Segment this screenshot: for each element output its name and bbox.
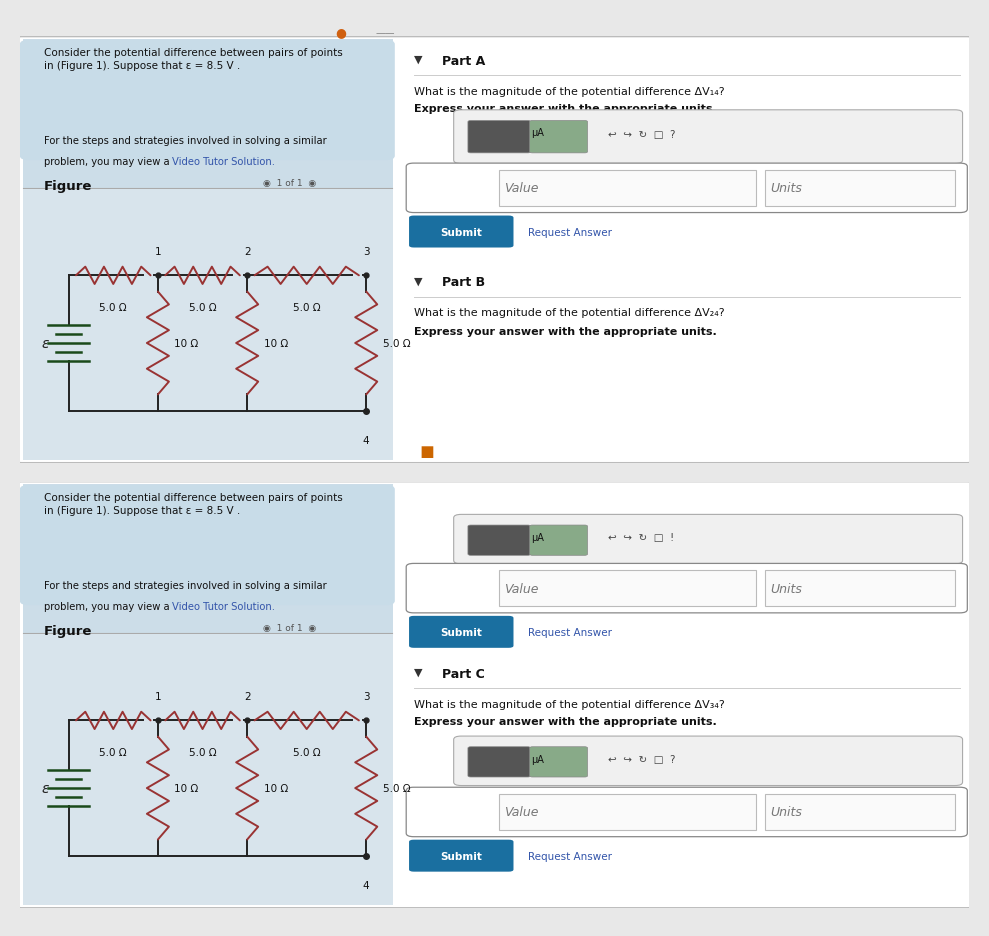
Text: problem, you may view a: problem, you may view a: [44, 156, 172, 167]
FancyBboxPatch shape: [765, 170, 955, 207]
Text: μA: μA: [531, 753, 544, 764]
Text: What is the magnitude of the potential difference ΔV₂₄?: What is the magnitude of the potential d…: [413, 308, 724, 318]
FancyBboxPatch shape: [17, 482, 972, 908]
Text: ▼: ▼: [413, 276, 422, 285]
Text: ◉  1 of 1  ◉: ◉ 1 of 1 ◉: [263, 623, 316, 633]
Text: Units: Units: [769, 582, 802, 595]
FancyBboxPatch shape: [530, 747, 587, 777]
FancyBboxPatch shape: [765, 571, 955, 607]
Text: ▼: ▼: [413, 54, 422, 65]
Text: Value: Value: [504, 582, 538, 595]
Text: ΔV₃₄ =: ΔV₃₄ =: [423, 807, 461, 817]
Text: 10 Ω: 10 Ω: [174, 783, 199, 793]
Text: Consider the potential difference between pairs of points
in (Figure 1). Suppose: Consider the potential difference betwee…: [44, 48, 342, 71]
Text: μA: μA: [531, 128, 544, 139]
FancyBboxPatch shape: [499, 795, 756, 830]
Text: μA: μA: [531, 533, 544, 542]
Text: Figure: Figure: [44, 624, 92, 637]
FancyBboxPatch shape: [468, 525, 530, 556]
Text: Request Answer: Request Answer: [528, 851, 612, 861]
Text: Part A: Part A: [442, 54, 486, 67]
Text: 5.0 Ω: 5.0 Ω: [383, 783, 410, 793]
Text: 5.0 Ω: 5.0 Ω: [293, 303, 320, 313]
FancyBboxPatch shape: [406, 563, 967, 613]
FancyBboxPatch shape: [20, 41, 395, 161]
Text: ε: ε: [41, 337, 48, 351]
Text: ↩  ↪  ↻  □  !: ↩ ↪ ↻ □ !: [608, 533, 674, 542]
FancyBboxPatch shape: [468, 122, 530, 154]
FancyBboxPatch shape: [20, 486, 395, 606]
FancyBboxPatch shape: [409, 840, 513, 871]
Text: Figure: Figure: [44, 180, 92, 193]
Text: Submit: Submit: [440, 227, 483, 237]
FancyBboxPatch shape: [454, 515, 962, 564]
Text: For the steps and strategies involved in solving a similar: For the steps and strategies involved in…: [44, 136, 326, 145]
Text: ●: ●: [336, 26, 346, 39]
FancyBboxPatch shape: [765, 795, 955, 830]
Text: 10 Ω: 10 Ω: [264, 339, 288, 348]
Text: 1: 1: [154, 247, 161, 257]
Text: Part C: Part C: [442, 667, 485, 680]
Text: ▼: ▼: [413, 667, 422, 678]
Text: 3: 3: [363, 692, 370, 702]
FancyBboxPatch shape: [409, 616, 513, 648]
Text: Request Answer: Request Answer: [528, 227, 612, 237]
Text: 10 Ω: 10 Ω: [174, 339, 199, 348]
Bar: [23, 485, 393, 905]
Text: Value: Value: [504, 183, 538, 195]
Text: Value: Value: [504, 806, 538, 819]
Text: Express your answer with the appropriate units.: Express your answer with the appropriate…: [413, 716, 717, 726]
Text: 5.0 Ω: 5.0 Ω: [100, 748, 127, 757]
FancyBboxPatch shape: [499, 170, 756, 207]
Text: ΔV₁₄ =: ΔV₁₄ =: [423, 183, 461, 194]
Bar: [23, 190, 393, 461]
Text: What is the magnitude of the potential difference ΔV₃₄?: What is the magnitude of the potential d…: [413, 699, 725, 709]
Text: Units: Units: [769, 806, 802, 819]
Text: Submit: Submit: [440, 851, 483, 861]
FancyBboxPatch shape: [499, 571, 756, 607]
FancyBboxPatch shape: [406, 164, 967, 213]
Text: 5.0 Ω: 5.0 Ω: [293, 748, 320, 757]
FancyBboxPatch shape: [406, 787, 967, 837]
Text: Express your answer with the appropriate units.: Express your answer with the appropriate…: [413, 327, 717, 337]
Text: ◉  1 of 1  ◉: ◉ 1 of 1 ◉: [263, 179, 316, 188]
Text: Consider the potential difference between pairs of points
in (Figure 1). Suppose: Consider the potential difference betwee…: [44, 492, 342, 516]
FancyBboxPatch shape: [454, 737, 962, 785]
FancyBboxPatch shape: [409, 216, 513, 248]
Text: Part B: Part B: [442, 276, 486, 289]
FancyBboxPatch shape: [530, 122, 587, 154]
Text: Video Tutor Solution.: Video Tutor Solution.: [172, 601, 275, 611]
Text: 5.0 Ω: 5.0 Ω: [189, 303, 217, 313]
Text: Express your answer with the appropriate units.: Express your answer with the appropriate…: [413, 104, 717, 113]
Text: 4: 4: [363, 435, 370, 446]
Text: What is the magnitude of the potential difference ΔV₁₄?: What is the magnitude of the potential d…: [413, 86, 724, 96]
FancyBboxPatch shape: [17, 37, 972, 463]
Text: 2: 2: [244, 247, 250, 257]
FancyBboxPatch shape: [530, 525, 587, 556]
Text: 5.0 Ω: 5.0 Ω: [100, 303, 127, 313]
Text: ↩  ↪  ↻  □  ?: ↩ ↪ ↻ □ ?: [608, 753, 675, 764]
FancyBboxPatch shape: [468, 747, 530, 777]
Text: 10 Ω: 10 Ω: [264, 783, 288, 793]
Text: ε: ε: [41, 782, 48, 796]
Bar: [23, 40, 393, 461]
Text: Video Tutor Solution.: Video Tutor Solution.: [172, 156, 275, 167]
Text: ◼: ◼: [419, 442, 435, 461]
Text: ——: ——: [376, 28, 396, 38]
Text: 3: 3: [363, 247, 370, 257]
Text: For the steps and strategies involved in solving a similar: For the steps and strategies involved in…: [44, 580, 326, 590]
Bar: [23, 635, 393, 905]
Text: 2: 2: [244, 692, 250, 702]
Text: Request Answer: Request Answer: [528, 627, 612, 637]
Text: ΔV₂₄ =: ΔV₂₄ =: [423, 583, 461, 593]
Text: 4: 4: [363, 880, 370, 890]
Text: ↩  ↪  ↻  □  ?: ↩ ↪ ↻ □ ?: [608, 129, 675, 139]
Text: 5.0 Ω: 5.0 Ω: [189, 748, 217, 757]
Text: Submit: Submit: [440, 627, 483, 637]
Text: Units: Units: [769, 183, 802, 195]
Text: problem, you may view a: problem, you may view a: [44, 601, 172, 611]
Text: 1: 1: [154, 692, 161, 702]
Text: 5.0 Ω: 5.0 Ω: [383, 339, 410, 348]
FancyBboxPatch shape: [454, 110, 962, 165]
